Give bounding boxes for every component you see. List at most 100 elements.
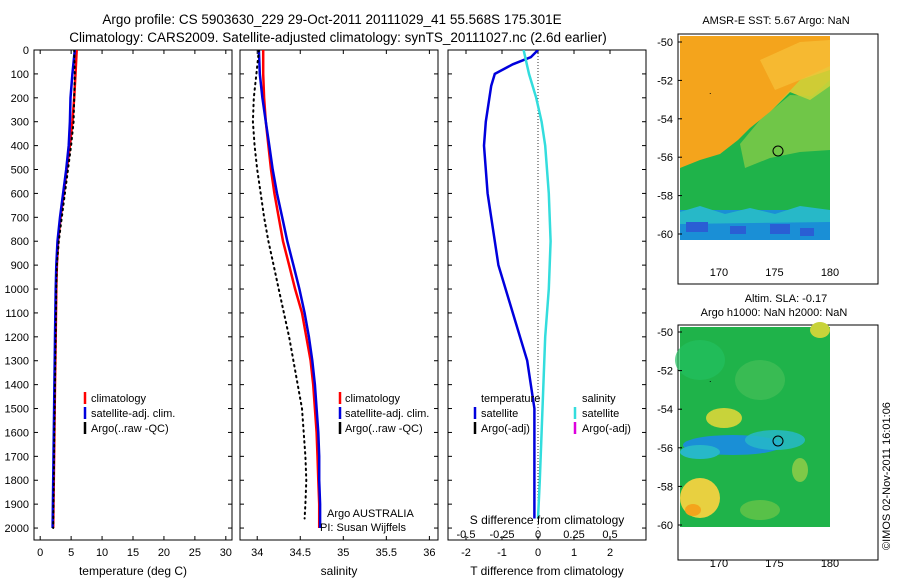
argo-pi-label: PI: Susan Wijffels <box>320 522 406 534</box>
depth-tick-label: 1300 <box>5 356 29 368</box>
map-lon-label: 175 <box>765 267 783 279</box>
credit-text: ©IMOS 02-Nov-2011 16:01:06 <box>881 402 893 550</box>
x-tick-label: 0 <box>37 547 43 559</box>
depth-tick-label: 2000 <box>5 523 29 535</box>
salinity-series <box>251 50 322 528</box>
x-tick-label: 30 <box>220 547 232 559</box>
depth-tick-label: 600 <box>11 188 29 200</box>
legend-label-satellite: satellite-adj. clim. <box>91 408 175 420</box>
depth-tick-label: 700 <box>11 212 29 224</box>
map-lat-label: -60 <box>657 229 673 241</box>
map-lon-label: 180 <box>821 267 839 279</box>
argo-program-label: Argo AUSTRALIA <box>327 508 414 520</box>
temperature-legend: climatology satellite-adj. clim. Argo(..… <box>83 392 175 435</box>
legend-title-salinity: salinity <box>582 393 616 405</box>
map-lon-label: 180 <box>821 558 839 570</box>
depth-tick-label: 400 <box>11 141 29 153</box>
header-line-1: Argo profile: CS 5903630_229 29-Oct-2011… <box>102 12 561 27</box>
salinity-xlabel: salinity <box>321 564 358 578</box>
x-tick-label: 2 <box>607 547 613 559</box>
map-lat-label: -58 <box>657 481 673 493</box>
map-lon-label: 170 <box>710 558 728 570</box>
sst-map: . <box>680 36 830 240</box>
map-lat-label: -56 <box>657 443 673 455</box>
legend-label-argo: Argo(..raw -QC) <box>345 423 423 435</box>
s-tick-label: -0.5 <box>457 529 476 541</box>
sst-map-axes: -50 -52 -54 -56 -58 -60 170 175 180 <box>657 37 839 279</box>
legend-label-climatology: climatology <box>91 393 147 405</box>
x-tick-label: 10 <box>96 547 108 559</box>
legend-label-t-argo: Argo(-adj) <box>481 423 530 435</box>
series-line-argo-raw-qc- <box>52 50 76 529</box>
depth-tick-label: 1200 <box>5 332 29 344</box>
temperature-x-axis: 0 5 10 15 20 25 30 <box>37 49 232 559</box>
depth-tick-label: 500 <box>11 165 29 177</box>
sst-small-marker: . <box>709 86 712 96</box>
temperature-panel <box>33 49 233 541</box>
x-tick-label: 5 <box>68 547 74 559</box>
map-lat-label: -54 <box>657 404 673 416</box>
x-tick-label: -1 <box>497 547 507 559</box>
difference-xlabel-top: S difference from climatology <box>470 513 625 527</box>
legend-label-t-satellite: satellite <box>481 408 518 420</box>
legend-label-argo: Argo(..raw -QC) <box>91 423 169 435</box>
legend-label-satellite: satellite-adj. clim. <box>345 408 429 420</box>
legend-label-s-satellite: satellite <box>582 408 619 420</box>
difference-x-axis: -2 -1 0 1 2 <box>448 49 646 559</box>
s-tick-label: 0 <box>535 529 541 541</box>
depth-tick-label: 1800 <box>5 475 29 487</box>
x-tick-label: 36 <box>423 547 435 559</box>
depth-tick-label: 300 <box>11 117 29 129</box>
sla-small-marker: . <box>709 374 712 384</box>
x-tick-label: 0 <box>535 547 541 559</box>
depth-tick-label: 1000 <box>5 284 29 296</box>
s-tick-label: 0.5 <box>602 529 617 541</box>
sla-map-axes: -50 -52 -54 -56 -58 -60 170 175 180 <box>657 327 839 570</box>
depth-tick-label: 200 <box>11 93 29 105</box>
map-lat-label: -50 <box>657 327 673 339</box>
legend-label-climatology: climatology <box>345 393 401 405</box>
s-tick-label: -0.25 <box>489 529 514 541</box>
depth-tick-label: 1500 <box>5 404 29 416</box>
x-tick-label: 20 <box>158 547 170 559</box>
sla-map: . <box>675 322 830 527</box>
depth-tick-label: 1100 <box>5 308 29 320</box>
map-lat-label: -52 <box>657 366 673 378</box>
map-lat-label: -50 <box>657 37 673 49</box>
map-lon-label: 170 <box>710 267 728 279</box>
depth-tick-label: 1900 <box>5 499 29 511</box>
depth-tick-label: 0 <box>23 45 29 57</box>
map-lat-label: -54 <box>657 114 673 126</box>
difference-xlabel: T difference from climatology <box>470 564 624 578</box>
sst-map-title: AMSR-E SST: 5.67 Argo: NaN <box>702 15 849 27</box>
x-tick-label: -2 <box>461 547 471 559</box>
depth-tick-label: 1600 <box>5 427 29 439</box>
x-tick-label: 35.5 <box>376 547 397 559</box>
salinity-x-axis: 34 34.5 35 35.5 36 <box>240 49 438 559</box>
header-line-2: Climatology: CARS2009. Satellite-adjuste… <box>69 30 607 45</box>
depth-tick-label: 1400 <box>5 380 29 392</box>
x-tick-label: 15 <box>127 547 139 559</box>
x-tick-label: 1 <box>571 547 577 559</box>
s-tick-label: 0.25 <box>563 529 584 541</box>
difference-panel <box>447 49 647 541</box>
difference-legend-salinity: salinity satellite Argo(-adj) <box>573 393 631 435</box>
series-line-satellite-adj-clim- <box>257 50 322 528</box>
salinity-panel <box>239 49 439 541</box>
map-lat-label: -56 <box>657 152 673 164</box>
x-tick-label: 25 <box>189 547 201 559</box>
sst-argo-marker <box>772 145 784 157</box>
depth-axis: 0 100 200 300 400 500 600 700 800 900 1000 1100 1200… <box>5 45 38 535</box>
depth-tick-label: 1700 <box>5 451 29 463</box>
sla-argo-marker <box>772 435 784 447</box>
x-tick-label: 34 <box>251 547 263 559</box>
map-lat-label: -60 <box>657 520 673 532</box>
sla-map-title: Altim. SLA: -0.17 <box>745 293 828 305</box>
salinity-difference-axis: -0.5 -0.25 0 0.25 0.5 <box>457 529 618 541</box>
temperature-xlabel: temperature (deg C) <box>79 564 187 578</box>
series-line-salinity-satellite <box>522 50 552 519</box>
depth-tick-label: 800 <box>11 236 29 248</box>
series-line-temperature-satellite <box>482 50 539 519</box>
x-tick-label: 35 <box>337 547 349 559</box>
